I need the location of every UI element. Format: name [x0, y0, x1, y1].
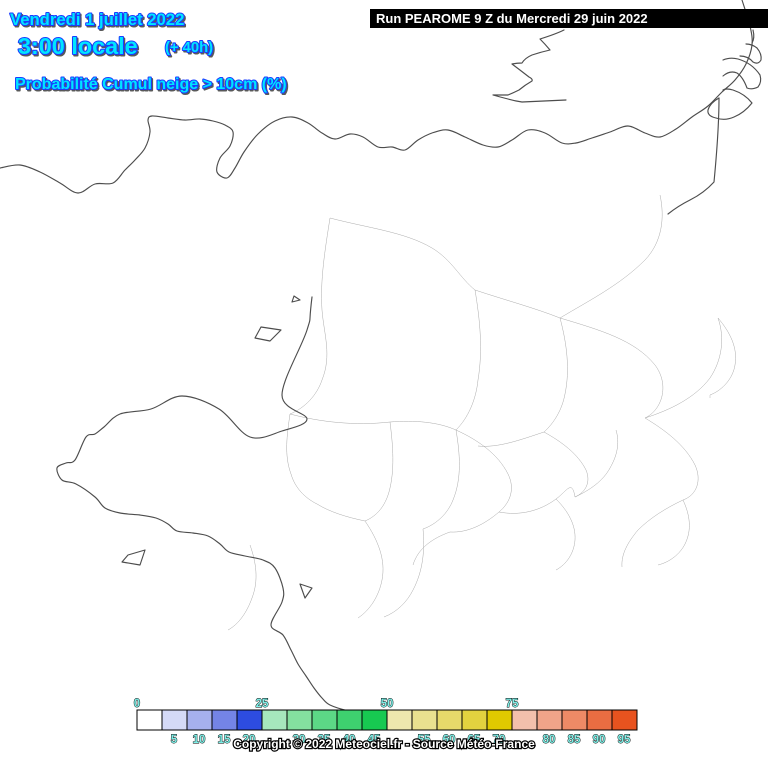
svg-text:Copyright © 2022 Meteociel.fr: Copyright © 2022 Meteociel.fr - Source M…	[233, 737, 535, 751]
svg-text:5: 5	[171, 734, 178, 746]
svg-text:0: 0	[134, 698, 140, 710]
svg-text:15: 15	[218, 734, 231, 746]
svg-text:80: 80	[543, 734, 556, 746]
svg-text:85: 85	[568, 734, 581, 746]
svg-text:50: 50	[381, 698, 394, 710]
svg-text:10: 10	[193, 734, 206, 746]
svg-text:75: 75	[506, 698, 519, 710]
svg-text:25: 25	[256, 698, 269, 710]
svg-text:95: 95	[618, 734, 631, 746]
svg-text:90: 90	[593, 734, 606, 746]
